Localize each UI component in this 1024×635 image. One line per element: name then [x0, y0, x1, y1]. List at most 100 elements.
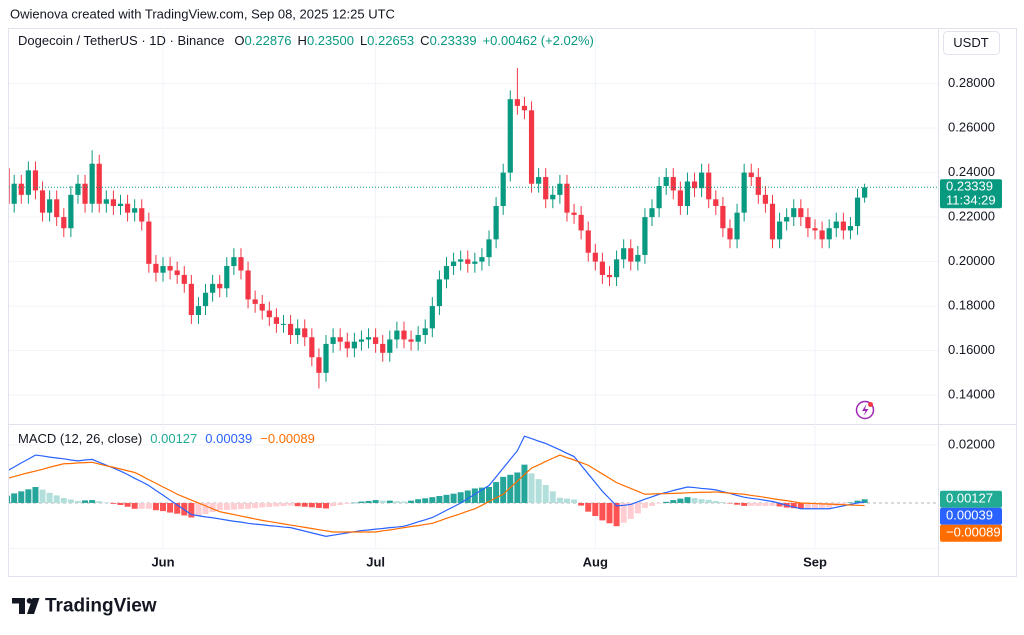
candle-body	[202, 292, 209, 307]
candle-body	[521, 105, 528, 111]
candle-body	[691, 181, 698, 189]
candle-body	[358, 339, 365, 342]
histogram-bar	[769, 502, 776, 506]
candle-body	[635, 254, 641, 262]
y-tick-label: 0.14000	[948, 387, 995, 402]
histogram-bar	[698, 499, 705, 503]
candle-body	[656, 185, 662, 209]
histogram-bar	[549, 491, 556, 503]
candle-body	[543, 177, 549, 200]
candle-body	[139, 208, 145, 222]
candle-body	[245, 270, 251, 300]
macd-legend: MACD (12, 26, close) 0.00127 0.00039 −0.000…	[18, 431, 315, 446]
last-price-label: 0.23339	[946, 179, 993, 194]
icon-dot	[868, 402, 873, 407]
candle-body	[295, 328, 301, 336]
candle-body	[231, 257, 237, 267]
macd-title: MACD (12, 26, close)	[18, 431, 142, 446]
candle-body	[557, 183, 563, 195]
candle-body	[266, 310, 272, 318]
histogram-bar	[74, 500, 81, 503]
histogram-bar	[826, 502, 833, 508]
histogram-bar	[400, 501, 407, 503]
histogram-bar	[599, 502, 606, 521]
y-tick-label: 0.16000	[948, 342, 995, 357]
legend-value: 0.22653	[367, 33, 414, 48]
histogram-bar	[188, 502, 195, 518]
candle-body	[415, 335, 421, 342]
candle-body	[847, 226, 854, 231]
candle-body	[493, 205, 499, 240]
candle-body	[585, 230, 591, 253]
histogram-bar	[89, 500, 96, 503]
legend-value: +0.00462 (+2.02%)	[483, 33, 594, 48]
legend-key: C	[420, 33, 429, 48]
candle-body	[536, 177, 542, 184]
histogram-bar	[323, 502, 330, 509]
value-tag	[940, 490, 1002, 508]
y-tick-label: 0.22000	[948, 209, 995, 224]
candle-body	[727, 228, 733, 240]
histogram-bar	[741, 502, 748, 506]
y-tick-label: 0.24000	[948, 164, 995, 179]
histogram-bar	[223, 502, 230, 510]
histogram-bar	[613, 502, 620, 527]
histogram-bar	[393, 501, 400, 503]
histogram-bar	[160, 502, 167, 512]
candle-body	[68, 194, 74, 229]
value-tag	[940, 524, 1002, 542]
candle-body	[75, 183, 81, 195]
legend-value: 0.23339	[430, 33, 477, 48]
legend-value: 0.23500	[307, 33, 354, 48]
logo-part	[27, 598, 40, 614]
histogram-bar	[315, 502, 322, 508]
histogram-bar	[308, 502, 315, 508]
histogram-bar	[287, 502, 294, 506]
histogram-bar	[620, 502, 627, 523]
candle-body	[302, 328, 308, 338]
histogram-bar	[67, 499, 74, 503]
x-tick-label: Sep	[803, 554, 827, 569]
candle-body	[344, 341, 350, 349]
candle-body	[309, 337, 315, 358]
histogram-bar	[294, 502, 301, 507]
histogram-bar	[514, 472, 521, 503]
candle-body	[613, 259, 620, 278]
histogram-bar	[25, 489, 32, 503]
candle-body	[210, 283, 216, 293]
histogram-bar	[337, 502, 344, 505]
histogram-bar	[18, 491, 25, 503]
candle-body	[188, 283, 194, 315]
replay-icon[interactable]	[855, 400, 875, 420]
value-tag-label: −0.00089	[946, 525, 1001, 540]
candle-body	[465, 259, 471, 264]
histogram-bar	[202, 502, 209, 514]
currency[interactable]: USDT	[953, 35, 988, 50]
header: Owienova created with TradingView.com, S…	[10, 6, 395, 21]
histogram-bar	[521, 464, 528, 503]
histogram-bar	[259, 502, 266, 508]
candle-body	[663, 177, 669, 186]
y-tick-label: 0.02000	[948, 436, 995, 451]
histogram-bar	[486, 487, 493, 503]
brand-logo	[12, 598, 40, 614]
candle-body	[82, 183, 88, 204]
histogram-bar	[712, 500, 719, 503]
logo-part	[12, 598, 25, 614]
legend-value: 0.00039	[205, 431, 252, 446]
histogram-bar	[684, 497, 691, 503]
candle-body	[436, 279, 443, 307]
candle-body	[259, 303, 265, 311]
candle-body	[677, 190, 683, 206]
histogram-bar	[209, 502, 216, 512]
candle-body	[280, 323, 287, 325]
candle-body	[805, 217, 811, 229]
candle-body	[826, 228, 832, 240]
currency-button[interactable]	[943, 31, 1000, 55]
candle-body	[840, 221, 846, 231]
candle-body	[706, 172, 712, 200]
histogram-bar	[167, 502, 174, 513]
candle-body	[769, 203, 776, 240]
histogram-bar	[762, 502, 769, 506]
